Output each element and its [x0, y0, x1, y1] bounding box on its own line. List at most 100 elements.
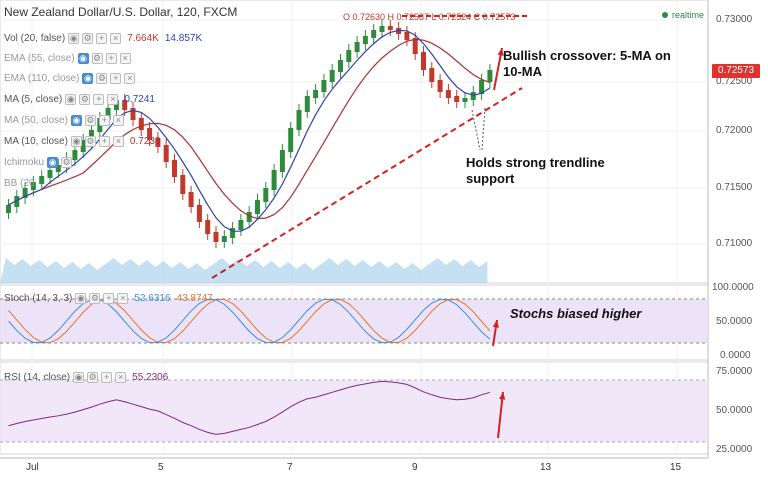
candle-body	[47, 170, 53, 178]
legend-ema110[interactable]: EMA (110, close) ◉ ⚙ + ×	[4, 71, 136, 85]
volume-area	[0, 258, 488, 283]
annotation-crossover-line1: Bullish crossover: 5-MA on	[503, 48, 671, 63]
candle-body	[321, 80, 327, 92]
current-price-tag: 0.72573	[712, 64, 760, 78]
rsi-arrow-head	[499, 392, 506, 400]
settings-icon[interactable]: ⚙	[91, 52, 103, 64]
eye-icon[interactable]: ◉	[70, 135, 82, 147]
hidden-eye-icon[interactable]: ◉	[70, 114, 82, 126]
close-icon[interactable]: ×	[112, 135, 124, 147]
candle-body	[271, 170, 277, 190]
add-icon[interactable]: +	[110, 72, 122, 84]
rsi-axis-label: 50.0000	[716, 405, 753, 416]
add-icon[interactable]: +	[101, 371, 113, 383]
close-icon[interactable]: ×	[124, 72, 136, 84]
legend-vol[interactable]: Vol (20, false) ◉ ⚙ + × 7.664K 14.857K	[4, 31, 202, 45]
rsi-band	[0, 380, 708, 442]
candle-body	[470, 92, 476, 100]
legend-ma10[interactable]: MA (10, close) ◉ ⚙ + × 0.7238	[4, 134, 161, 148]
eye-icon[interactable]: ◉	[73, 371, 85, 383]
stoch-k-line	[8, 298, 491, 344]
settings-icon[interactable]: ⚙	[84, 135, 96, 147]
eye-icon[interactable]: ◉	[65, 93, 77, 105]
candle-body	[188, 192, 194, 207]
stoch-axis-label: 100.0000	[712, 282, 754, 293]
price-axis-label: 0.71500	[716, 182, 753, 193]
candle-body	[105, 108, 111, 120]
stoch-label: Stoch (14, 3, 3)	[4, 292, 73, 304]
add-icon[interactable]: +	[93, 93, 105, 105]
close-icon[interactable]: ×	[107, 93, 119, 105]
settings-icon[interactable]: ⚙	[79, 93, 91, 105]
legend-vol-label: Vol (20, false)	[4, 32, 66, 44]
ma10-line	[8, 38, 491, 220]
time-axis-label: 13	[540, 462, 552, 473]
time-axis-label: 9	[412, 462, 418, 473]
candle-body	[6, 205, 11, 213]
symbol-title[interactable]: New Zealand Dollar/U.S. Dollar, 120, FXC…	[4, 5, 238, 19]
candle-body	[147, 128, 153, 140]
rsi-legend[interactable]: RSI (14, close) ◉ ⚙ + × 55.2306	[4, 370, 168, 384]
settings-icon[interactable]: ⚙	[84, 114, 96, 126]
rsi-axis-label: 75.0000	[716, 366, 753, 377]
trendline-support	[211, 87, 523, 279]
realtime-dot-icon	[662, 12, 668, 18]
candle-body	[313, 90, 319, 98]
add-icon[interactable]: +	[105, 52, 117, 64]
settings-icon[interactable]: ⚙	[82, 32, 94, 44]
settings-icon[interactable]: ⚙	[61, 156, 73, 168]
legend-ma50-label: MA (50, close)	[4, 114, 68, 126]
legend-ma5[interactable]: MA (5, close) ◉ ⚙ + × 0.7241	[4, 92, 155, 106]
pointer-line	[471, 109, 481, 151]
legend-ema110-label: EMA (110, close)	[4, 72, 80, 84]
legend-bb-label: BB (20	[4, 177, 35, 189]
candle-body	[72, 150, 78, 160]
close-icon[interactable]: ×	[115, 371, 127, 383]
legend-ichimoku[interactable]: Ichimoku ◉ ⚙	[4, 155, 73, 169]
candle-body	[14, 196, 20, 207]
settings-icon[interactable]: ⚙	[96, 72, 108, 84]
candle-body	[22, 188, 28, 198]
ma5-line	[8, 29, 491, 232]
candle-body	[454, 96, 460, 102]
candle-body	[180, 175, 186, 194]
close-icon[interactable]: ×	[117, 292, 129, 304]
candle-body	[304, 96, 310, 112]
close-icon[interactable]: ×	[119, 52, 131, 64]
candle-body	[130, 108, 136, 120]
settings-icon[interactable]: ⚙	[87, 371, 99, 383]
rsi-axis-label: 25.0000	[716, 444, 753, 455]
hidden-eye-icon[interactable]: ◉	[77, 52, 89, 64]
price-axis-label: 0.72500	[716, 76, 753, 87]
legend-ma50[interactable]: MA (50, close) ◉ ⚙ + ×	[4, 113, 124, 127]
close-icon[interactable]: ×	[112, 114, 124, 126]
annotation-stochs: Stochs biased higher	[510, 306, 642, 321]
legend-ema55-label: EMA (55, close)	[4, 52, 75, 64]
stoch-legend[interactable]: Stoch (14, 3, 3) ◉ ⚙ + × 52.6316 43.8747	[4, 291, 213, 305]
candle-body	[296, 110, 302, 130]
add-icon[interactable]: +	[96, 32, 108, 44]
candle-body	[346, 50, 352, 62]
candle-body	[163, 145, 169, 162]
settings-icon[interactable]: ⚙	[89, 292, 101, 304]
eye-icon[interactable]: ◉	[75, 292, 87, 304]
add-icon[interactable]: +	[98, 135, 110, 147]
legend-bb[interactable]: BB (20	[4, 176, 35, 190]
legend-ema55[interactable]: EMA (55, close) ◉ ⚙ + ×	[4, 51, 131, 65]
rsi-arrow	[497, 391, 504, 439]
add-icon[interactable]: +	[103, 292, 115, 304]
add-icon[interactable]: +	[98, 114, 110, 126]
candle-body	[55, 165, 61, 172]
annotation-trendline-line1: Holds strong trendline	[466, 155, 605, 170]
hidden-eye-icon[interactable]: ◉	[47, 156, 59, 168]
hidden-eye-icon[interactable]: ◉	[82, 72, 94, 84]
stoch-band	[0, 299, 708, 343]
close-icon[interactable]: ×	[110, 32, 122, 44]
candle-body	[155, 138, 161, 147]
candle-body	[113, 100, 119, 110]
candle-body	[39, 176, 45, 184]
eye-icon[interactable]: ◉	[68, 32, 80, 44]
stoch-k-value: 52.6316	[134, 292, 171, 304]
time-axis-label: 7	[287, 462, 293, 473]
